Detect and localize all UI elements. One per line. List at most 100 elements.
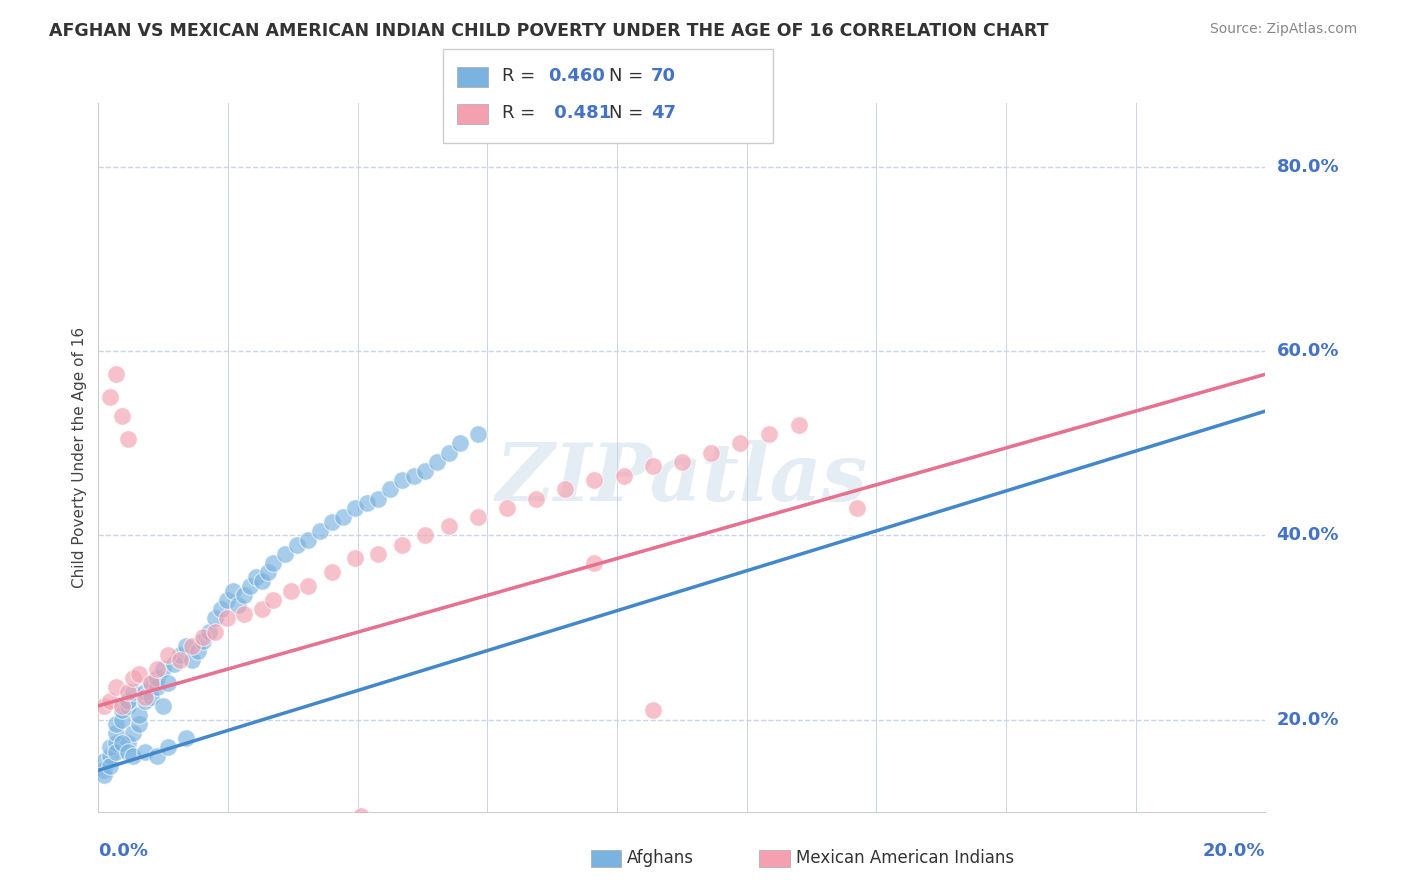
Point — [122, 671, 145, 685]
Point — [98, 694, 121, 708]
Point — [128, 717, 150, 731]
Point — [583, 473, 606, 487]
Point — [297, 579, 319, 593]
Point — [344, 500, 367, 515]
Point — [233, 607, 256, 621]
Point — [467, 510, 489, 524]
Point — [671, 455, 693, 469]
Point — [152, 698, 174, 713]
Point — [104, 726, 127, 740]
Point — [583, 556, 606, 570]
Point — [187, 643, 209, 657]
Point — [280, 583, 302, 598]
Point — [256, 566, 278, 580]
Point — [285, 538, 308, 552]
Point — [111, 703, 134, 717]
Point — [117, 745, 139, 759]
Point — [413, 464, 436, 478]
Point — [437, 445, 460, 459]
Point — [204, 625, 226, 640]
Point — [134, 685, 156, 699]
Text: 40.0%: 40.0% — [1277, 526, 1339, 544]
Text: R =: R = — [502, 104, 541, 122]
Point — [641, 703, 664, 717]
Text: Afghans: Afghans — [627, 849, 695, 867]
Point — [152, 662, 174, 676]
Point — [98, 390, 121, 404]
Point — [391, 473, 413, 487]
Point — [467, 427, 489, 442]
Text: 80.0%: 80.0% — [1277, 158, 1339, 176]
Point — [169, 653, 191, 667]
Point — [93, 768, 115, 782]
Point — [111, 713, 134, 727]
Point — [758, 427, 780, 442]
Point — [128, 666, 150, 681]
Point — [274, 547, 297, 561]
Point — [262, 556, 284, 570]
Point — [93, 764, 115, 778]
Point — [104, 736, 127, 750]
Point — [146, 749, 169, 764]
Point — [104, 745, 127, 759]
Point — [367, 547, 389, 561]
Point — [134, 745, 156, 759]
Point — [321, 566, 343, 580]
Point — [309, 524, 332, 538]
Text: Source: ZipAtlas.com: Source: ZipAtlas.com — [1209, 22, 1357, 37]
Point — [139, 675, 162, 690]
Point — [496, 500, 519, 515]
Point — [204, 611, 226, 625]
Point — [98, 740, 121, 755]
Point — [344, 551, 367, 566]
Point — [93, 754, 115, 768]
Point — [321, 515, 343, 529]
Point — [193, 634, 215, 648]
Point — [221, 583, 243, 598]
Text: AFGHAN VS MEXICAN AMERICAN INDIAN CHILD POVERTY UNDER THE AGE OF 16 CORRELATION : AFGHAN VS MEXICAN AMERICAN INDIAN CHILD … — [49, 22, 1049, 40]
Point — [641, 459, 664, 474]
Point — [245, 570, 267, 584]
Point — [730, 436, 752, 450]
Point — [134, 694, 156, 708]
Point — [554, 483, 576, 497]
Point — [117, 685, 139, 699]
Point — [612, 468, 634, 483]
Point — [356, 496, 378, 510]
Point — [134, 690, 156, 704]
Point — [139, 690, 162, 704]
Point — [215, 611, 238, 625]
Point — [157, 648, 180, 662]
Point — [139, 675, 162, 690]
Point — [163, 657, 186, 672]
Point — [209, 602, 232, 616]
Point — [262, 593, 284, 607]
Point — [117, 698, 139, 713]
Point — [449, 436, 471, 450]
Point — [700, 445, 723, 459]
Point — [157, 675, 180, 690]
Point — [122, 749, 145, 764]
Point — [239, 579, 262, 593]
Point — [117, 432, 139, 446]
Point — [180, 639, 202, 653]
Point — [180, 653, 202, 667]
Point — [117, 736, 139, 750]
Point — [122, 726, 145, 740]
Point — [350, 809, 373, 823]
Point — [198, 625, 221, 640]
Y-axis label: Child Poverty Under the Age of 16: Child Poverty Under the Age of 16 — [72, 326, 87, 588]
Point — [426, 455, 449, 469]
Point — [250, 574, 273, 589]
Point — [98, 758, 121, 772]
Point — [391, 538, 413, 552]
Text: ZIPatlas: ZIPatlas — [496, 440, 868, 517]
Text: 0.481: 0.481 — [548, 104, 612, 122]
Text: 70: 70 — [651, 67, 676, 85]
Point — [380, 483, 402, 497]
Point — [174, 639, 197, 653]
Point — [332, 510, 354, 524]
Point — [215, 593, 238, 607]
Point — [250, 602, 273, 616]
Point — [104, 368, 127, 382]
